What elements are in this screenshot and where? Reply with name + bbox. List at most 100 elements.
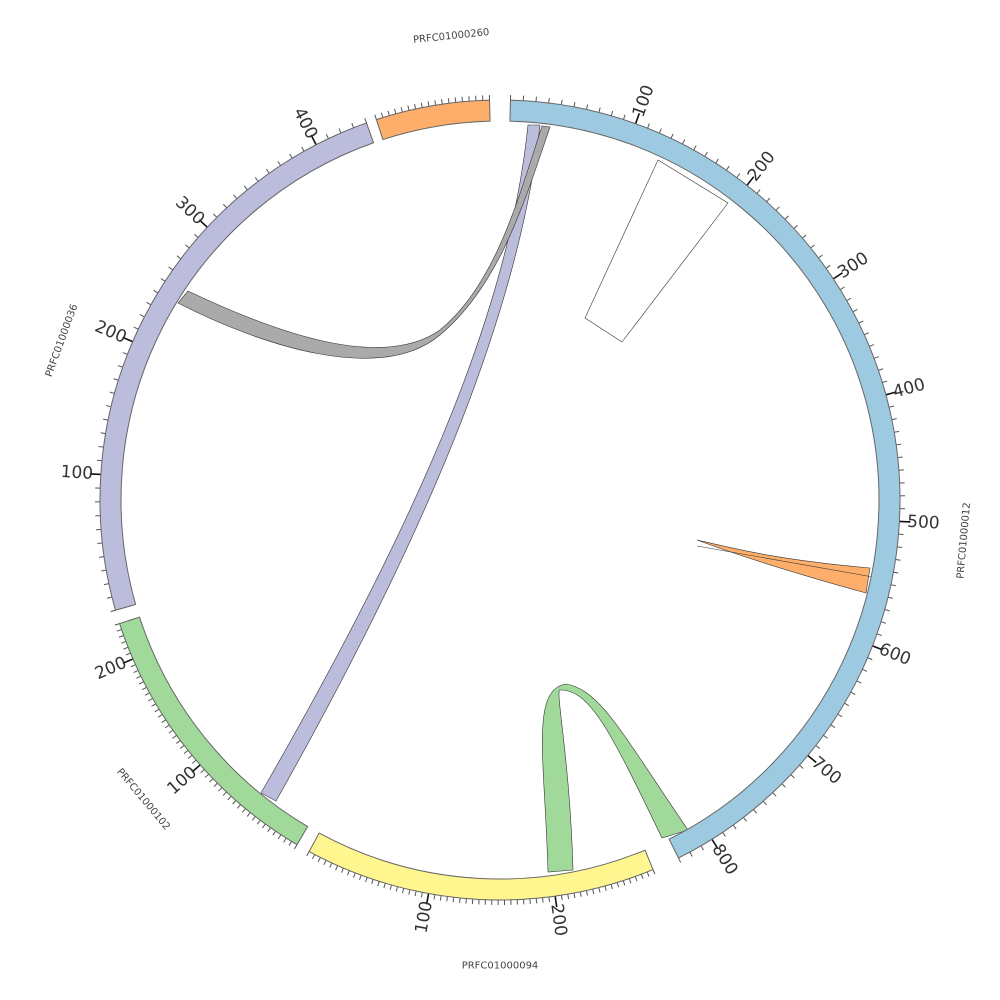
minor-tick <box>120 640 127 644</box>
minor-tick <box>133 326 139 330</box>
minor-tick <box>117 365 123 368</box>
minor-tick <box>402 888 405 894</box>
minor-tick <box>616 882 620 888</box>
minor-tick <box>884 609 890 612</box>
minor-tick <box>610 110 614 116</box>
minor-tick <box>103 583 109 586</box>
labels-layer: 100 200 300 400 500 600 700 800 PRFC01000012 100 2… <box>44 27 973 971</box>
minor-tick <box>862 668 868 672</box>
minor-tick <box>101 569 107 572</box>
minor-tick <box>623 114 626 120</box>
minor-tick <box>693 145 697 151</box>
minor-tick <box>888 405 895 408</box>
minor-tick <box>265 168 270 174</box>
minor-tick <box>598 107 601 113</box>
minor-tick <box>678 857 682 863</box>
minor-tick <box>233 194 238 200</box>
minor-tick <box>454 97 457 103</box>
minor-tick <box>427 101 430 107</box>
tick-label: 600 <box>876 639 914 669</box>
minor-tick <box>125 652 131 656</box>
minor-tick <box>323 860 327 865</box>
minor-tick <box>341 867 344 873</box>
minor-tick <box>338 128 342 134</box>
minor-tick <box>893 571 899 574</box>
minor-tick <box>256 819 261 825</box>
segment-prfc01000260 <box>375 99 491 141</box>
minor-tick <box>548 97 550 104</box>
minor-tick <box>99 556 105 558</box>
minor-tick <box>254 177 259 182</box>
minor-tick <box>420 892 423 898</box>
minor-tick <box>141 686 147 691</box>
minor-tick <box>790 774 795 779</box>
minor-tick <box>852 309 858 313</box>
minor-tick <box>634 876 638 882</box>
minor-tick <box>122 352 128 355</box>
minor-tick <box>289 153 293 159</box>
segment-name-label: PRFC01000036 <box>44 303 81 379</box>
minor-tick <box>446 896 448 902</box>
minor-tick <box>652 869 656 875</box>
segment-name-label: PRFC01000094 <box>462 961 539 972</box>
minor-tick <box>98 446 104 448</box>
minor-tick <box>592 889 595 895</box>
minor-tick <box>146 301 152 306</box>
minor-tick <box>251 816 256 821</box>
minor-tick <box>567 894 570 900</box>
tick-label: 100 <box>629 82 659 119</box>
minor-tick <box>153 289 159 294</box>
minor-tick <box>646 871 650 877</box>
minor-tick <box>887 596 893 599</box>
minor-tick <box>209 778 214 783</box>
minor-tick <box>306 851 310 857</box>
minor-tick <box>364 118 367 124</box>
minor-tick <box>793 224 798 230</box>
minor-tick <box>882 380 888 384</box>
minor-tick <box>542 897 544 903</box>
minor-tick <box>548 896 550 903</box>
minor-tick <box>389 884 392 890</box>
minor-tick <box>123 646 129 650</box>
minor-tick <box>151 703 157 707</box>
minor-tick <box>148 697 153 702</box>
major-tick <box>122 658 134 665</box>
minor-tick <box>222 203 228 209</box>
minor-tick <box>222 791 227 796</box>
minor-tick <box>781 783 786 788</box>
major-tick <box>89 472 101 476</box>
minor-tick <box>97 542 103 545</box>
minor-tick <box>810 244 815 249</box>
minor-tick <box>598 887 601 893</box>
major-tick <box>899 520 911 523</box>
minor-tick <box>212 213 218 218</box>
minor-tick <box>891 418 897 421</box>
minor-tick <box>837 713 843 718</box>
minor-tick <box>640 874 644 880</box>
minor-tick <box>715 158 719 164</box>
minor-tick <box>414 104 417 110</box>
minor-tick <box>106 405 112 408</box>
major-tick <box>634 113 641 124</box>
minor-tick <box>689 851 693 857</box>
minor-tick <box>374 114 377 120</box>
minor-tick <box>241 808 246 813</box>
minor-tick <box>176 740 181 744</box>
minor-tick <box>753 809 758 814</box>
minor-tick <box>218 787 223 792</box>
segment-prfc01000102 <box>118 616 309 846</box>
link-ribbon-link-d <box>542 683 689 873</box>
minor-tick <box>873 356 879 359</box>
minor-tick <box>294 844 298 850</box>
minor-tick <box>371 879 374 885</box>
minor-tick <box>573 893 576 899</box>
minor-tick <box>176 255 182 260</box>
minor-tick <box>622 880 626 886</box>
minor-tick <box>272 830 277 836</box>
minor-tick <box>772 792 777 797</box>
major-tick <box>746 176 755 186</box>
minor-tick <box>628 878 632 884</box>
minor-tick <box>844 702 850 707</box>
minor-tick <box>109 391 115 394</box>
minor-tick <box>864 332 870 336</box>
